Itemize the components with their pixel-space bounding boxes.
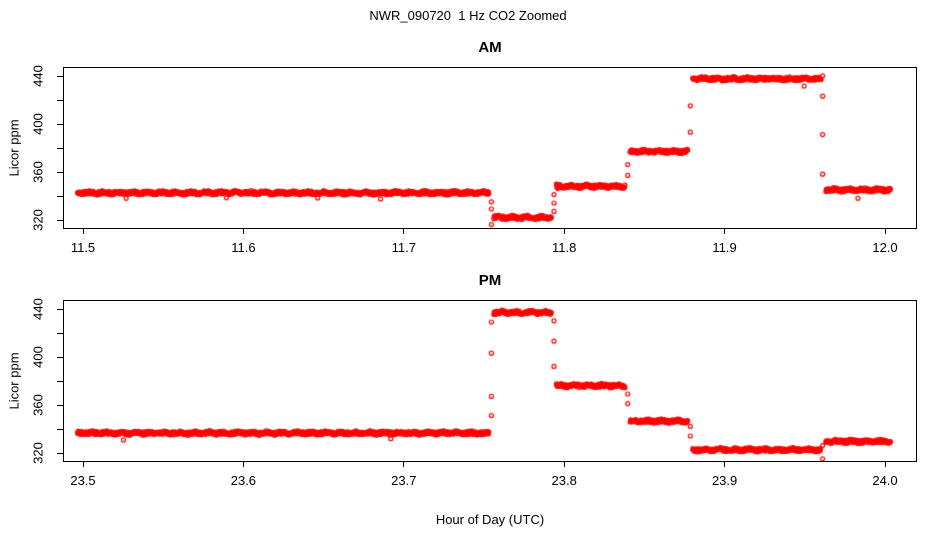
x-tick-label: 23.5 bbox=[70, 473, 96, 488]
y-tick-mark bbox=[57, 147, 63, 149]
y-tick-label: 320 bbox=[30, 442, 46, 464]
pm-y-axis-label: Licor ppm bbox=[6, 352, 22, 410]
y-tick-label: 440 bbox=[30, 65, 46, 87]
x-tick-label: 12.0 bbox=[872, 240, 898, 255]
am-y-axis-label: Licor ppm bbox=[6, 119, 22, 177]
y-tick-mark bbox=[57, 219, 63, 221]
y-tick-label: 400 bbox=[30, 346, 46, 368]
y-tick-label: 360 bbox=[30, 394, 46, 416]
x-tick-label: 24.0 bbox=[872, 473, 898, 488]
y-tick-mark bbox=[57, 171, 63, 173]
y-tick-mark bbox=[57, 356, 63, 358]
pm-plot-area bbox=[63, 300, 917, 462]
pm-scatter-canvas bbox=[64, 301, 916, 461]
x-tick-mark bbox=[403, 228, 405, 234]
x-tick-label: 11.5 bbox=[70, 240, 96, 255]
y-tick-label: 400 bbox=[30, 113, 46, 135]
am-scatter-canvas bbox=[64, 68, 916, 228]
x-tick-label: 23.9 bbox=[711, 473, 738, 488]
y-tick-mark bbox=[57, 123, 63, 125]
x-tick-label: 11.9 bbox=[712, 240, 737, 255]
y-tick-mark bbox=[57, 380, 63, 382]
am-panel-title: AM bbox=[478, 39, 502, 56]
y-tick-label: 440 bbox=[30, 298, 46, 320]
y-tick-label: 360 bbox=[30, 161, 46, 183]
y-tick-mark bbox=[57, 404, 63, 406]
x-tick-mark bbox=[724, 461, 726, 467]
am-plot-area bbox=[63, 67, 917, 229]
y-tick-mark bbox=[57, 452, 63, 454]
x-tick-mark bbox=[563, 228, 565, 234]
x-tick-label: 11.6 bbox=[231, 240, 256, 255]
y-tick-mark bbox=[57, 308, 63, 310]
pm-panel-title: PM bbox=[478, 272, 502, 289]
x-tick-label: 11.7 bbox=[391, 240, 416, 255]
x-tick-label: 11.8 bbox=[552, 240, 577, 255]
y-tick-mark bbox=[57, 99, 63, 101]
x-tick-mark bbox=[242, 461, 244, 467]
y-tick-mark bbox=[57, 332, 63, 334]
figure-title: NWR_090720 1 Hz CO2 Zoomed bbox=[369, 8, 567, 23]
x-tick-mark bbox=[403, 461, 405, 467]
x-tick-label: 23.6 bbox=[230, 473, 257, 488]
y-tick-mark bbox=[57, 428, 63, 430]
x-tick-mark bbox=[884, 228, 886, 234]
x-tick-mark bbox=[724, 228, 726, 234]
x-tick-mark bbox=[242, 228, 244, 234]
x-tick-mark bbox=[82, 228, 84, 234]
x-tick-mark bbox=[563, 461, 565, 467]
x-tick-label: 23.8 bbox=[551, 473, 577, 488]
x-axis-label: Hour of Day (UTC) bbox=[435, 512, 545, 527]
x-tick-label: 23.7 bbox=[391, 473, 417, 488]
x-tick-mark bbox=[884, 461, 886, 467]
y-tick-mark bbox=[57, 195, 63, 197]
y-tick-mark bbox=[57, 75, 63, 77]
y-tick-label: 320 bbox=[30, 209, 46, 231]
x-tick-mark bbox=[82, 461, 84, 467]
